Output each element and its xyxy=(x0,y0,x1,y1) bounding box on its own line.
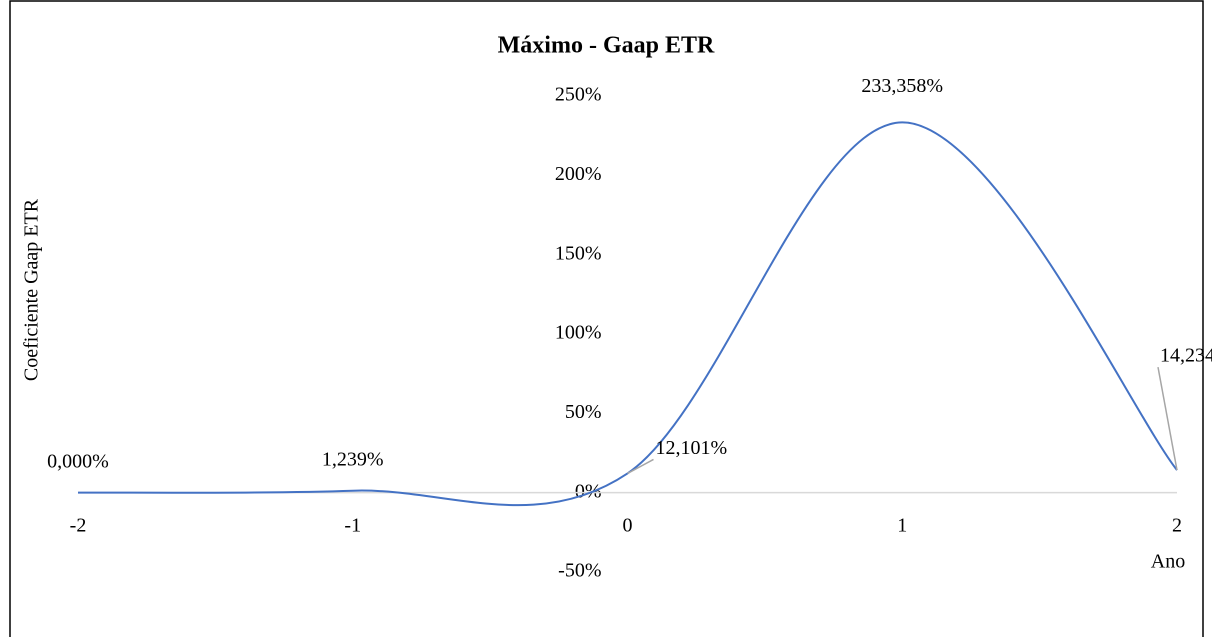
y-tick-label: 100% xyxy=(555,322,602,344)
line-series xyxy=(77,121,1178,507)
y-tick-label: 150% xyxy=(555,242,602,264)
data-label: 233,358% xyxy=(861,75,943,97)
x-tick-label: 1 xyxy=(897,514,907,536)
y-tick-label: 0% xyxy=(575,480,602,502)
chart-title: Máximo - Gaap ETR xyxy=(498,33,715,59)
label-leader xyxy=(1157,366,1178,471)
x-axis-title: Ano xyxy=(1151,551,1185,573)
data-label: 14,234% xyxy=(1160,345,1212,367)
x-tick-label: -1 xyxy=(344,514,361,536)
data-label: 0,000% xyxy=(47,450,109,472)
data-label: 1,239% xyxy=(322,448,384,470)
y-tick-label: -50% xyxy=(558,560,601,582)
y-tick-label: 200% xyxy=(555,163,602,185)
chart-border xyxy=(9,0,1204,637)
x-tick-label: 2 xyxy=(1172,514,1182,536)
data-label: 12,101% xyxy=(656,437,728,459)
label-leader xyxy=(627,458,654,475)
y-tick-label: 250% xyxy=(555,84,602,106)
y-axis-title: Coeficiente Gaap ETR xyxy=(21,198,43,381)
x-tick-label: 0 xyxy=(623,514,633,536)
x-tick-label: -2 xyxy=(70,514,87,536)
y-tick-label: 50% xyxy=(565,401,602,423)
